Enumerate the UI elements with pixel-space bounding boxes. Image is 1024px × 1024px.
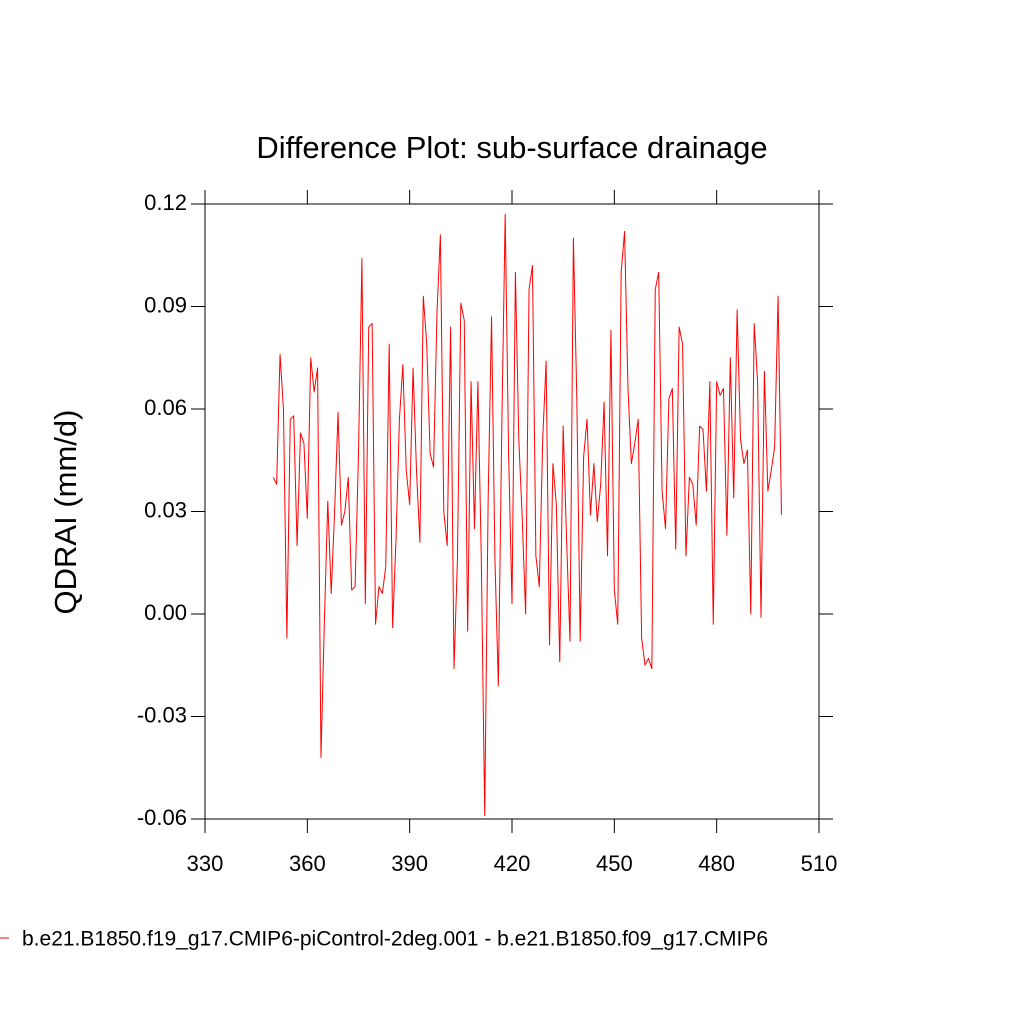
data-line xyxy=(272,213,782,817)
y-tick-label: 0.12 xyxy=(144,190,187,215)
x-tick-label: 510 xyxy=(801,851,838,876)
legend-label: b.e21.B1850.f19_g17.CMIP6-piControl-2deg… xyxy=(22,928,768,951)
x-tick-label: 390 xyxy=(391,851,428,876)
y-tick-label: 0.00 xyxy=(144,600,187,625)
y-tick-label: -0.03 xyxy=(137,702,187,727)
x-tick-label: 360 xyxy=(289,851,326,876)
chart-title: Difference Plot: sub-surface drainage xyxy=(256,130,767,165)
y-tick-label: 0.06 xyxy=(144,395,187,420)
x-tick-label: 330 xyxy=(187,851,224,876)
x-tick-label: 420 xyxy=(494,851,531,876)
x-tick-label: 450 xyxy=(596,851,633,876)
y-tick-label: -0.06 xyxy=(137,805,187,830)
y-tick-label: 0.03 xyxy=(144,497,187,522)
x-tick-label: 480 xyxy=(698,851,735,876)
y-axis-label: QDRAI (mm/d) xyxy=(48,410,83,615)
y-tick-label: 0.09 xyxy=(144,292,187,317)
